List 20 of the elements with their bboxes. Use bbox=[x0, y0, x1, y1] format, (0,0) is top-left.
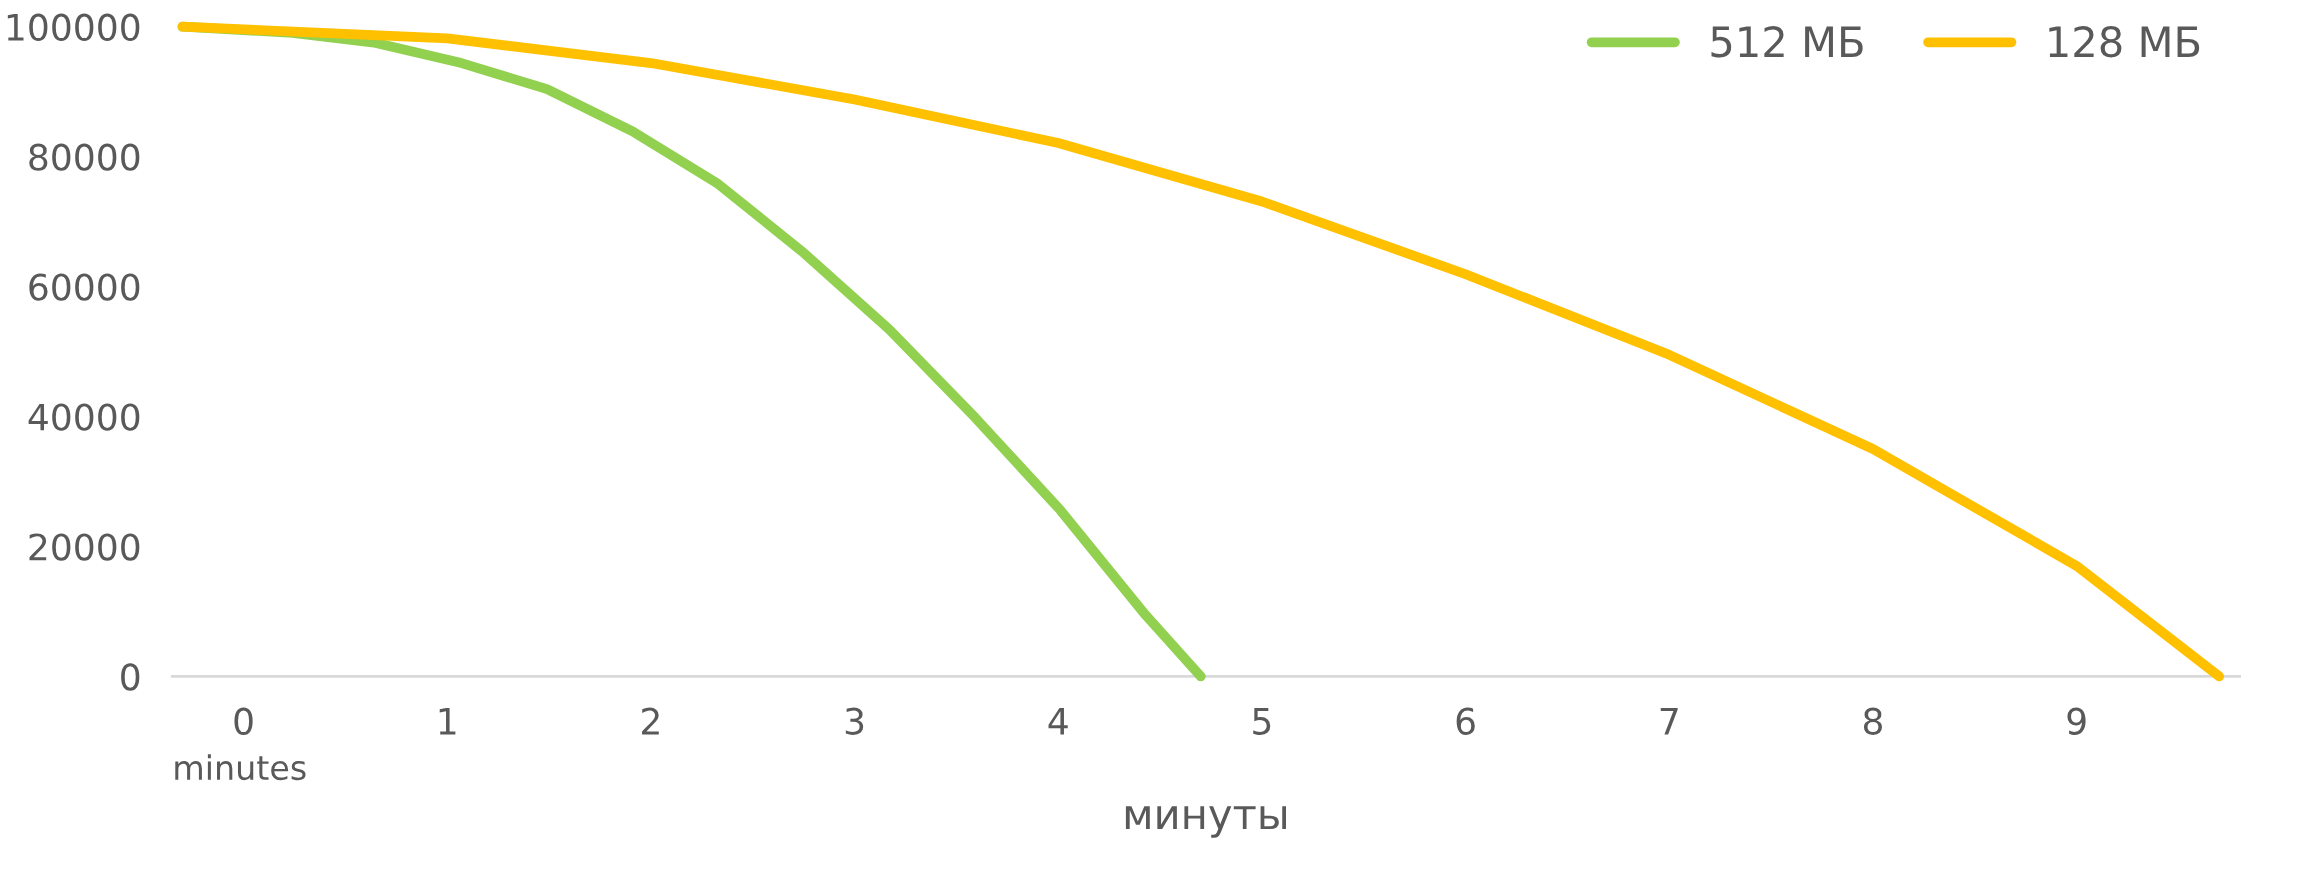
x-tick-label: 1 bbox=[439, 708, 456, 735]
x-axis-title: минуты bbox=[1125, 805, 1286, 838]
x-tick-label: 3 bbox=[845, 707, 864, 735]
y-tick-label: 100000 bbox=[7, 13, 140, 41]
x-tick-label: 2 bbox=[642, 707, 659, 735]
y-tick-label: 60000 bbox=[29, 273, 140, 301]
text: minutes bbox=[175, 754, 306, 781]
x-tick-label: 5 bbox=[1253, 708, 1271, 735]
legend-label: 512 МБ bbox=[1711, 25, 1863, 58]
x-tick-label: 6 bbox=[1456, 707, 1475, 735]
y-tick-label: 0 bbox=[121, 663, 140, 691]
x-tick-label: 7 bbox=[1660, 708, 1678, 735]
legend-label: 128 МБ bbox=[2049, 25, 2200, 58]
x-tick-label: 9 bbox=[2067, 707, 2086, 735]
x-tick-label: 8 bbox=[1863, 707, 1882, 735]
x-tick-label: 0 bbox=[234, 707, 253, 735]
y-tick-label: 80000 bbox=[29, 143, 140, 171]
y-tick-label: 40000 bbox=[28, 403, 140, 431]
x-tick-label: 4 bbox=[1048, 708, 1068, 735]
y-tick-label: 20000 bbox=[29, 533, 140, 561]
